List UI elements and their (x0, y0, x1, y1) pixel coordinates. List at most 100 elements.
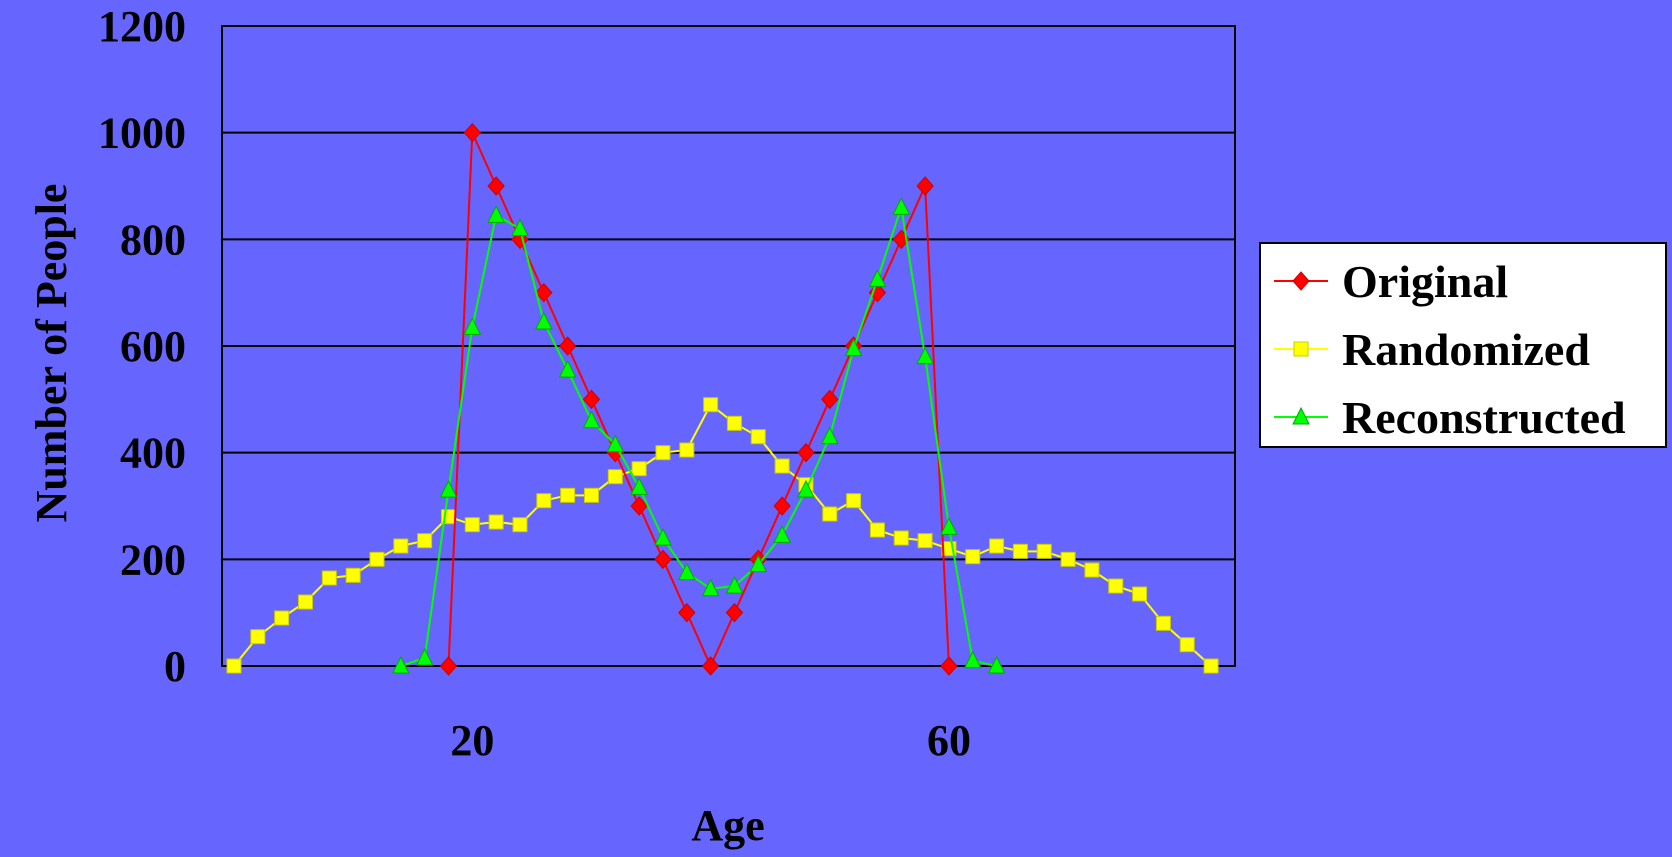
data-point-randomized (583, 487, 599, 503)
gridlines (222, 25, 1235, 667)
data-point-original (678, 602, 696, 623)
data-point-randomized (393, 538, 409, 554)
data-point-original (535, 282, 553, 303)
x-tick-label: 20 (450, 716, 494, 765)
data-point-randomized (1084, 562, 1100, 578)
data-point-original (940, 656, 958, 676)
data-point-reconstructed (725, 575, 744, 594)
y-tick-label: 600 (120, 322, 186, 371)
legend-label: Randomized (1342, 324, 1590, 375)
data-point-randomized (726, 415, 742, 431)
plot-area (221, 25, 1236, 667)
y-tick-label: 1000 (98, 109, 186, 158)
data-point-reconstructed (797, 479, 815, 498)
legend-item-reconstructed: Reconstructed (1274, 392, 1626, 443)
data-point-randomized (536, 493, 552, 509)
data-point-randomized (297, 594, 313, 610)
series-line-original (447, 132, 950, 669)
data-point-original (654, 549, 672, 570)
data-point-reconstructed (392, 655, 410, 674)
data-point-randomized (1179, 637, 1195, 653)
series-original (439, 122, 958, 676)
data-point-reconstructed (677, 562, 696, 581)
data-point-reconstructed (940, 517, 958, 535)
data-point-original (916, 176, 934, 196)
data-point-randomized (1108, 578, 1124, 594)
data-point-reconstructed (463, 317, 482, 335)
data-point-original (773, 496, 791, 516)
data-point-randomized (1203, 658, 1219, 674)
data-point-randomized (869, 522, 885, 538)
data-point-reconstructed (511, 218, 529, 237)
data-point-randomized (1060, 551, 1076, 567)
series-reconstructed (392, 197, 1006, 674)
data-point-reconstructed (415, 647, 434, 666)
series-line-reconstructed (400, 207, 997, 667)
series-randomized (226, 397, 1219, 674)
data-point-randomized (321, 570, 337, 586)
data-point-reconstructed (582, 410, 601, 429)
data-point-randomized (607, 469, 623, 485)
data-point-reconstructed (963, 650, 982, 669)
x-axis-label: Age (691, 801, 764, 850)
data-point-reconstructed (749, 554, 768, 573)
data-point-original (797, 442, 815, 463)
data-point-original (821, 389, 839, 410)
data-point-reconstructed (820, 426, 839, 445)
data-point-randomized (560, 487, 576, 503)
series-line-randomized (233, 403, 1212, 667)
data-point-randomized (369, 551, 385, 567)
data-point-original (725, 602, 744, 623)
y-tick-label: 0 (164, 642, 186, 691)
y-tick-label: 800 (120, 215, 186, 264)
data-point-randomized (226, 658, 242, 674)
data-point-original (487, 176, 505, 196)
data-point-randomized (1155, 615, 1171, 631)
data-point-reconstructed (654, 527, 672, 546)
data-point-reconstructed (916, 346, 934, 365)
legend-item-original: Original (1274, 256, 1508, 307)
data-point-reconstructed (987, 655, 1006, 674)
data-point-randomized (464, 517, 480, 533)
data-point-randomized (750, 429, 766, 445)
data-point-randomized (417, 533, 433, 549)
data-point-randomized (512, 517, 528, 533)
data-point-randomized (274, 610, 290, 626)
legend-box (1259, 242, 1667, 448)
series-group (226, 122, 1219, 676)
y-tick-label: 200 (120, 535, 186, 584)
data-point-reconstructed (701, 578, 720, 597)
data-point-original (463, 122, 481, 143)
data-point-randomized (679, 442, 695, 458)
data-point-randomized (822, 506, 838, 522)
legend-swatch-marker (1293, 341, 1309, 357)
legend-item-randomized: Randomized (1274, 324, 1590, 375)
legend-swatch-marker (1292, 271, 1310, 291)
legend-label: Reconstructed (1342, 392, 1626, 443)
data-point-original (701, 656, 720, 676)
data-point-reconstructed (773, 525, 791, 543)
data-point-randomized (1132, 586, 1148, 602)
y-axis-label: Number of People (27, 184, 76, 523)
y-tick-label: 400 (120, 429, 186, 478)
data-point-randomized (893, 530, 909, 546)
y-tick-label: 1200 (98, 2, 186, 51)
data-point-randomized (917, 533, 933, 549)
data-point-randomized (250, 629, 266, 645)
data-point-reconstructed (534, 311, 553, 330)
legend-swatch-marker (1292, 406, 1310, 425)
data-point-reconstructed (439, 479, 458, 498)
data-point-randomized (655, 445, 671, 461)
data-point-randomized (774, 458, 790, 474)
data-point-randomized (703, 397, 719, 413)
data-point-randomized (965, 549, 981, 565)
x-tick-labels: 20 60 (450, 716, 971, 765)
data-point-original (630, 496, 648, 516)
data-point-randomized (631, 461, 647, 477)
data-point-original (558, 336, 577, 356)
y-tick-labels: 0 200 400 600 800 1000 1200 (98, 2, 186, 691)
data-point-original (439, 656, 458, 676)
data-point-reconstructed (487, 205, 505, 223)
data-point-randomized (488, 514, 504, 530)
data-point-randomized (1012, 543, 1028, 559)
